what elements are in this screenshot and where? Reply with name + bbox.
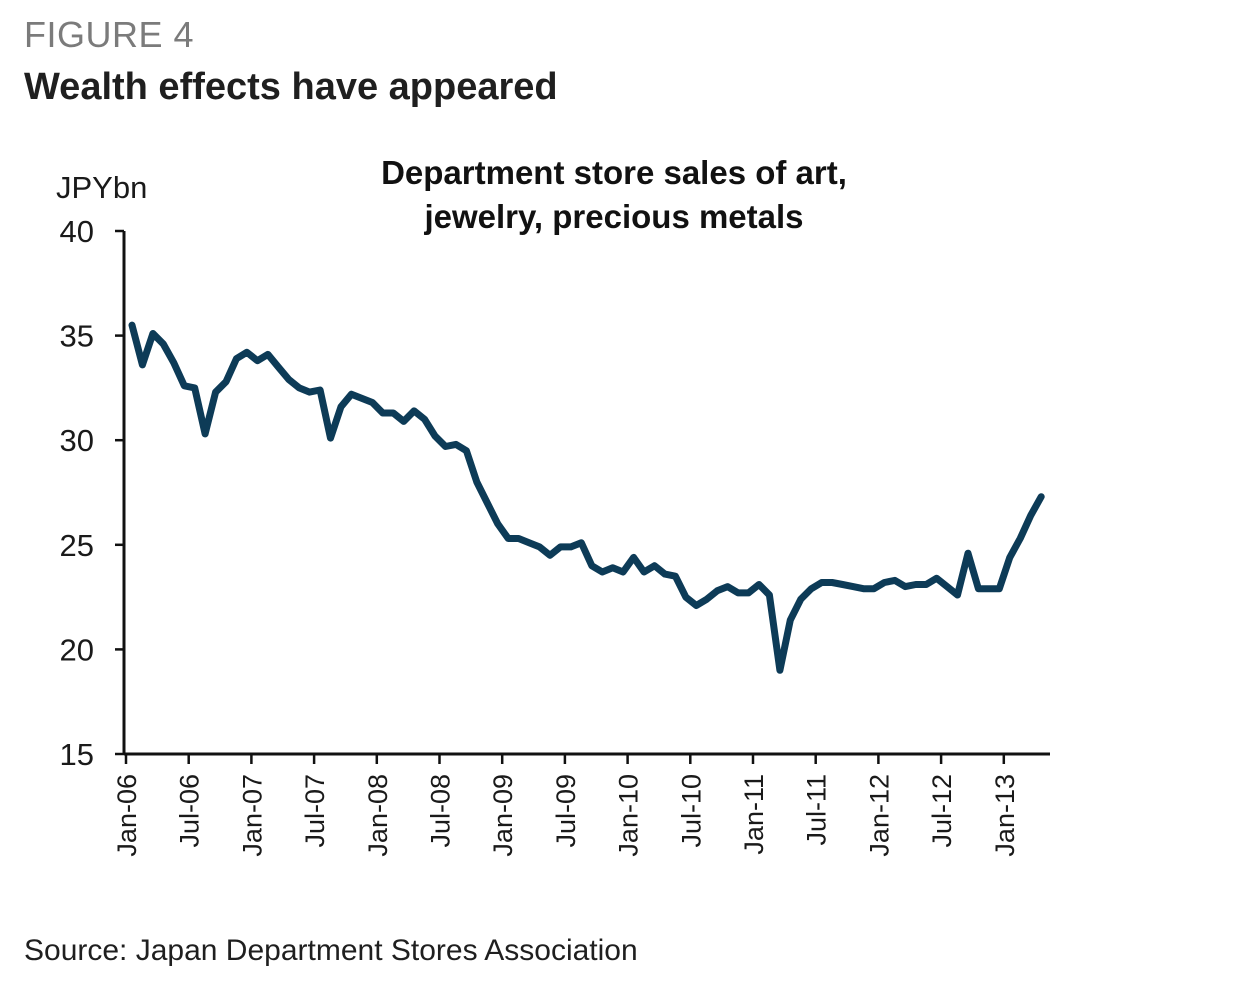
x-tick-label: Jan-07 [237, 774, 267, 857]
x-tick-label: Jul-11 [802, 774, 832, 846]
x-tick-label: Jan-09 [488, 774, 518, 857]
chart-title-line-2: jewelry, precious metals [423, 198, 803, 235]
x-tick-label: Jul-08 [426, 774, 456, 848]
x-tick-label: Jul-06 [175, 774, 205, 848]
x-tick-label: Jan-13 [990, 774, 1020, 857]
axes: 15 20 25 30 35 40 Jan-06 Jul-06 Jan-07 Jul-07 Jan-… [60, 214, 1050, 857]
x-tick-label: Jan-11 [739, 774, 769, 855]
source-note: Source: Japan Department Stores Associat… [24, 934, 638, 967]
figure-title: Wealth effects have appeared [24, 66, 558, 108]
x-tick-label: Jan-10 [614, 774, 644, 857]
x-tick-label: Jul-09 [551, 774, 581, 848]
x-tick-label: Jan-12 [864, 774, 894, 857]
x-tick-label: Jul-10 [676, 774, 706, 848]
y-tick-label: 15 [60, 737, 94, 772]
y-tick-label: 30 [60, 423, 94, 458]
figure-label: FIGURE 4 [24, 14, 195, 55]
y-tick-label: 40 [60, 214, 94, 249]
series-line-0 [128, 321, 1045, 674]
y-tick-label: 25 [60, 528, 94, 563]
y-tick-label: 35 [60, 319, 94, 354]
x-tick-label: Jan-08 [363, 774, 393, 857]
chart-title-line-1: Department store sales of art, [381, 154, 847, 191]
series-group [128, 321, 1045, 674]
x-tick-label: Jul-07 [300, 774, 330, 848]
y-axis-unit-label: JPYbn [56, 170, 147, 205]
x-tick-label: Jan-06 [112, 774, 142, 857]
y-tick-label: 20 [60, 632, 94, 667]
x-tick-label: Jul-12 [927, 774, 957, 848]
